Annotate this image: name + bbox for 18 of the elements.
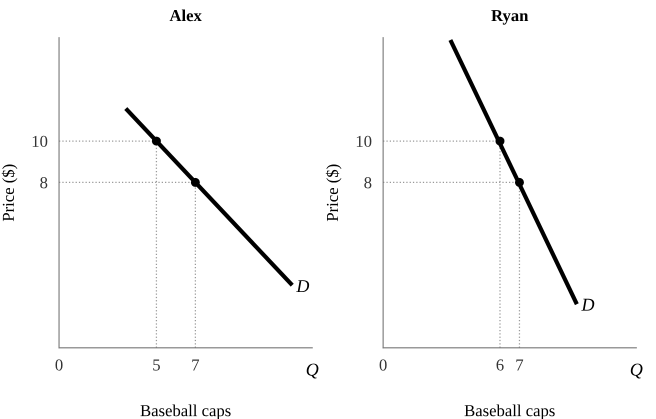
- annotation: D: [296, 280, 310, 292]
- text: Q: [630, 364, 643, 378]
- x-tick-label: 6: [496, 359, 504, 371]
- x-tick-label: 7: [516, 360, 524, 370]
- chart-title: Ryan: [491, 10, 528, 25]
- y-tick-label: 10: [356, 136, 372, 148]
- x-tick-label: 0: [56, 359, 63, 371]
- x-tick-label: 5: [153, 360, 160, 371]
- x-tick-label: 7: [192, 360, 200, 370]
- chart-title: Alex: [170, 9, 202, 22]
- annotation: D: [581, 298, 594, 311]
- x-tick-label: 0: [380, 359, 387, 371]
- text: Q: [306, 364, 318, 378]
- y-tick-label: 8: [364, 177, 372, 188]
- y-tick-label: 10: [32, 136, 48, 148]
- y-axis-title: Price ($): [326, 164, 342, 222]
- y-tick-label: 8: [40, 177, 48, 188]
- y-axis-title: Price ($): [2, 164, 18, 222]
